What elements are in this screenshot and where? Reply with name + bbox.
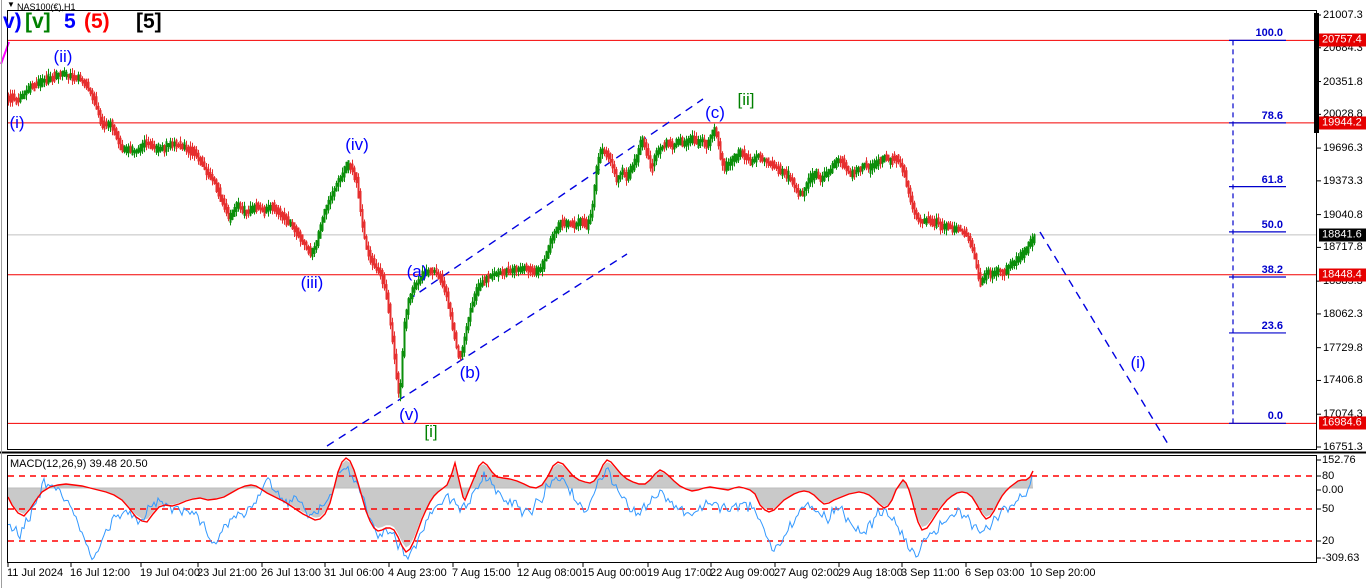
wave-degree-label: [v] — [25, 10, 51, 33]
fib-level-label: 50.0 — [1261, 218, 1283, 231]
time-axis-label: 19 Aug 17:00 — [647, 567, 712, 579]
price-badge: 18841.6 — [1319, 228, 1366, 242]
wave-label: (ii) — [53, 47, 73, 66]
fib-level-label: 0.0 — [1267, 410, 1283, 423]
time-axis-label: 6 Sep 03:00 — [965, 567, 1025, 579]
wave-label: (c) — [705, 103, 725, 122]
time-axis-label: 31 Jul 06:00 — [324, 567, 384, 579]
time-axis-label: 4 Aug 23:00 — [388, 567, 447, 579]
price-axis-label: 17406.8 — [1323, 374, 1363, 387]
price-axis-label: 19040.8 — [1323, 208, 1363, 221]
trend-line — [1039, 231, 1169, 445]
wave-label: (iv) — [345, 135, 369, 154]
fib-level-label: 100.0 — [1255, 27, 1283, 40]
macd-panel-border — [7, 455, 1317, 563]
price-badge: 20757.4 — [1319, 33, 1366, 47]
wave-label: (iii) — [300, 273, 324, 292]
price-badge: 18448.4 — [1319, 268, 1366, 282]
price-axis-label: 17729.8 — [1323, 341, 1363, 354]
wave-label: (b) — [459, 363, 481, 382]
trend-line — [326, 253, 628, 447]
time-axis-label: 27 Aug 02:00 — [774, 567, 839, 579]
time-axis-label: 29 Aug 18:00 — [838, 567, 903, 579]
fib-level-label: 23.6 — [1261, 319, 1283, 332]
wave-degree-label: [5] — [136, 10, 162, 33]
time-axis-label: 7 Aug 15:00 — [452, 567, 511, 579]
time-axis-label: 26 Jul 13:00 — [261, 567, 321, 579]
time-axis-label: 3 Sep 11:00 — [901, 567, 960, 579]
wave-label: (a) — [406, 262, 428, 281]
price-axis-label: 18717.8 — [1323, 241, 1363, 254]
price-axis-label: 20351.8 — [1323, 75, 1363, 88]
time-axis-label: 15 Aug 00:00 — [582, 567, 647, 579]
price-axis-label: 21007.3 — [1323, 9, 1363, 21]
time-axis-label: 11 Jul 2024 — [7, 567, 64, 579]
wave-label: (v) — [399, 405, 419, 424]
wave-degree-label: v) — [3, 10, 22, 33]
time-axis-label: 22 Aug 09:00 — [710, 567, 775, 579]
wave-label: [i] — [424, 422, 438, 441]
trend-line — [407, 98, 704, 301]
time-axis-label: 10 Sep 20:00 — [1030, 567, 1096, 579]
symbol-dropdown-icon[interactable]: ▼ — [7, 0, 15, 9]
fib-level-label: 61.8 — [1261, 173, 1283, 186]
macd-scale-label: 152.76 — [1322, 454, 1356, 466]
price-axis-label: 19696.3 — [1323, 142, 1363, 155]
macd-scale-label: -309.63 — [1322, 552, 1360, 564]
fib-level-label: 78.6 — [1261, 109, 1283, 122]
wave-label: (i) — [9, 113, 25, 132]
price-badge: 19944.2 — [1319, 116, 1366, 130]
macd-scale-label: 0.00 — [1322, 484, 1344, 496]
macd-scale-label: 50 — [1322, 503, 1335, 515]
price-axis-label: 16751.3 — [1323, 440, 1363, 453]
axis-range-bar — [1314, 13, 1319, 133]
macd-indicator-label: MACD(12,26,9) 39.48 20.50 — [10, 458, 148, 470]
time-axis-label: 23 Jul 21:00 — [197, 567, 257, 579]
main-plot-border — [7, 10, 1317, 450]
price-axis-label: 18062.3 — [1323, 307, 1363, 320]
macd-scale-label: 20 — [1322, 535, 1335, 547]
wave-degree-label: (5) — [84, 10, 110, 33]
price-badge: 16984.6 — [1319, 416, 1366, 430]
macd-scale-label: 80 — [1322, 470, 1335, 482]
time-axis-label: 19 Jul 04:00 — [140, 567, 200, 579]
wave-degree-label: 5 — [64, 10, 76, 33]
candles-group — [8, 67, 1036, 402]
time-axis-label: 12 Aug 08:00 — [517, 567, 582, 579]
symbol-timeframe-label[interactable]: NAS100(€),H1 — [17, 2, 76, 12]
wave-label: [ii] — [737, 90, 755, 109]
time-axis-label: 16 Jul 12:00 — [70, 567, 130, 579]
price-axis-label: 19373.3 — [1323, 174, 1363, 187]
wave-label: (i) — [1130, 353, 1146, 372]
macd-group — [8, 457, 1316, 561]
fib-level-label: 38.2 — [1261, 264, 1283, 277]
